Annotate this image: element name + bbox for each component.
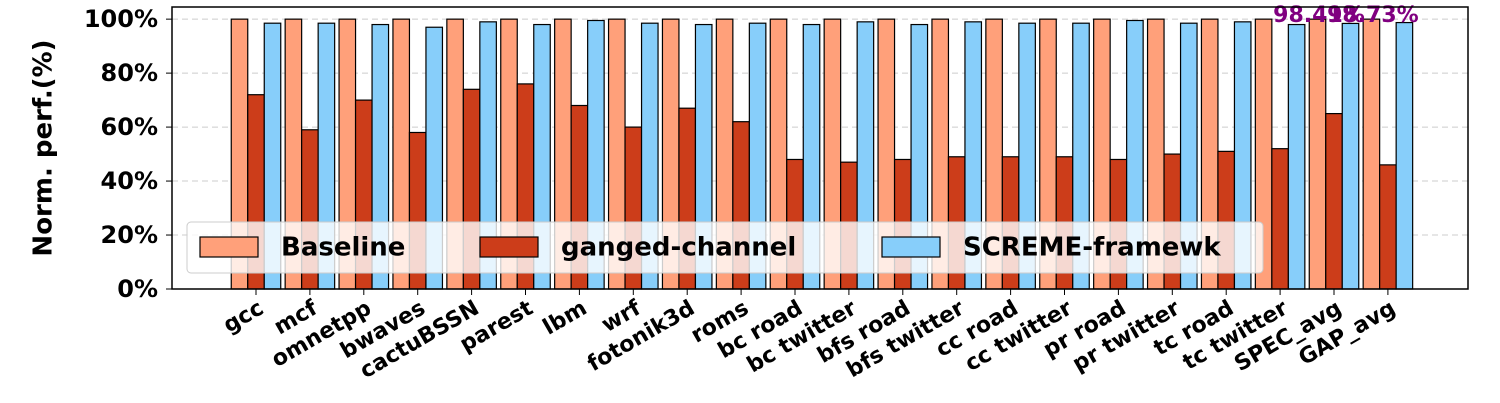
- legend-swatch: [199, 236, 259, 258]
- y-axis-label: Norm. perf.(%): [29, 39, 59, 256]
- bar: [1308, 18, 1327, 290]
- y-tick-label: 20%: [101, 221, 158, 249]
- bar: [1287, 23, 1306, 290]
- plot-frame: [171, 6, 1469, 290]
- x-tick-label: gcc: [219, 296, 268, 339]
- legend: Baseline ganged-channel SCREME-framewk: [186, 221, 1264, 274]
- bar: [1325, 112, 1343, 290]
- bar: [1395, 21, 1414, 290]
- y-tick-label: 0%: [117, 275, 158, 303]
- legend-swatch: [881, 236, 941, 258]
- legend-swatch: [479, 236, 539, 258]
- legend-box: [186, 221, 1264, 274]
- x-tick-label: fotonik3d: [583, 296, 699, 377]
- y-tick-label: 40%: [101, 167, 158, 195]
- bar: [1341, 22, 1360, 290]
- y-tick-label: 80%: [101, 59, 158, 87]
- bar: [1271, 148, 1289, 290]
- legend-label: ganged-channel: [561, 233, 796, 263]
- bar: [1362, 18, 1381, 290]
- y-tick-label: 100%: [84, 5, 158, 33]
- y-tick-label: 60%: [101, 113, 158, 141]
- bar: [1379, 164, 1397, 290]
- legend-label: Baseline: [281, 233, 405, 263]
- legend-label: SCREME-framewk: [963, 233, 1221, 263]
- x-tick-label: lbm: [539, 296, 592, 341]
